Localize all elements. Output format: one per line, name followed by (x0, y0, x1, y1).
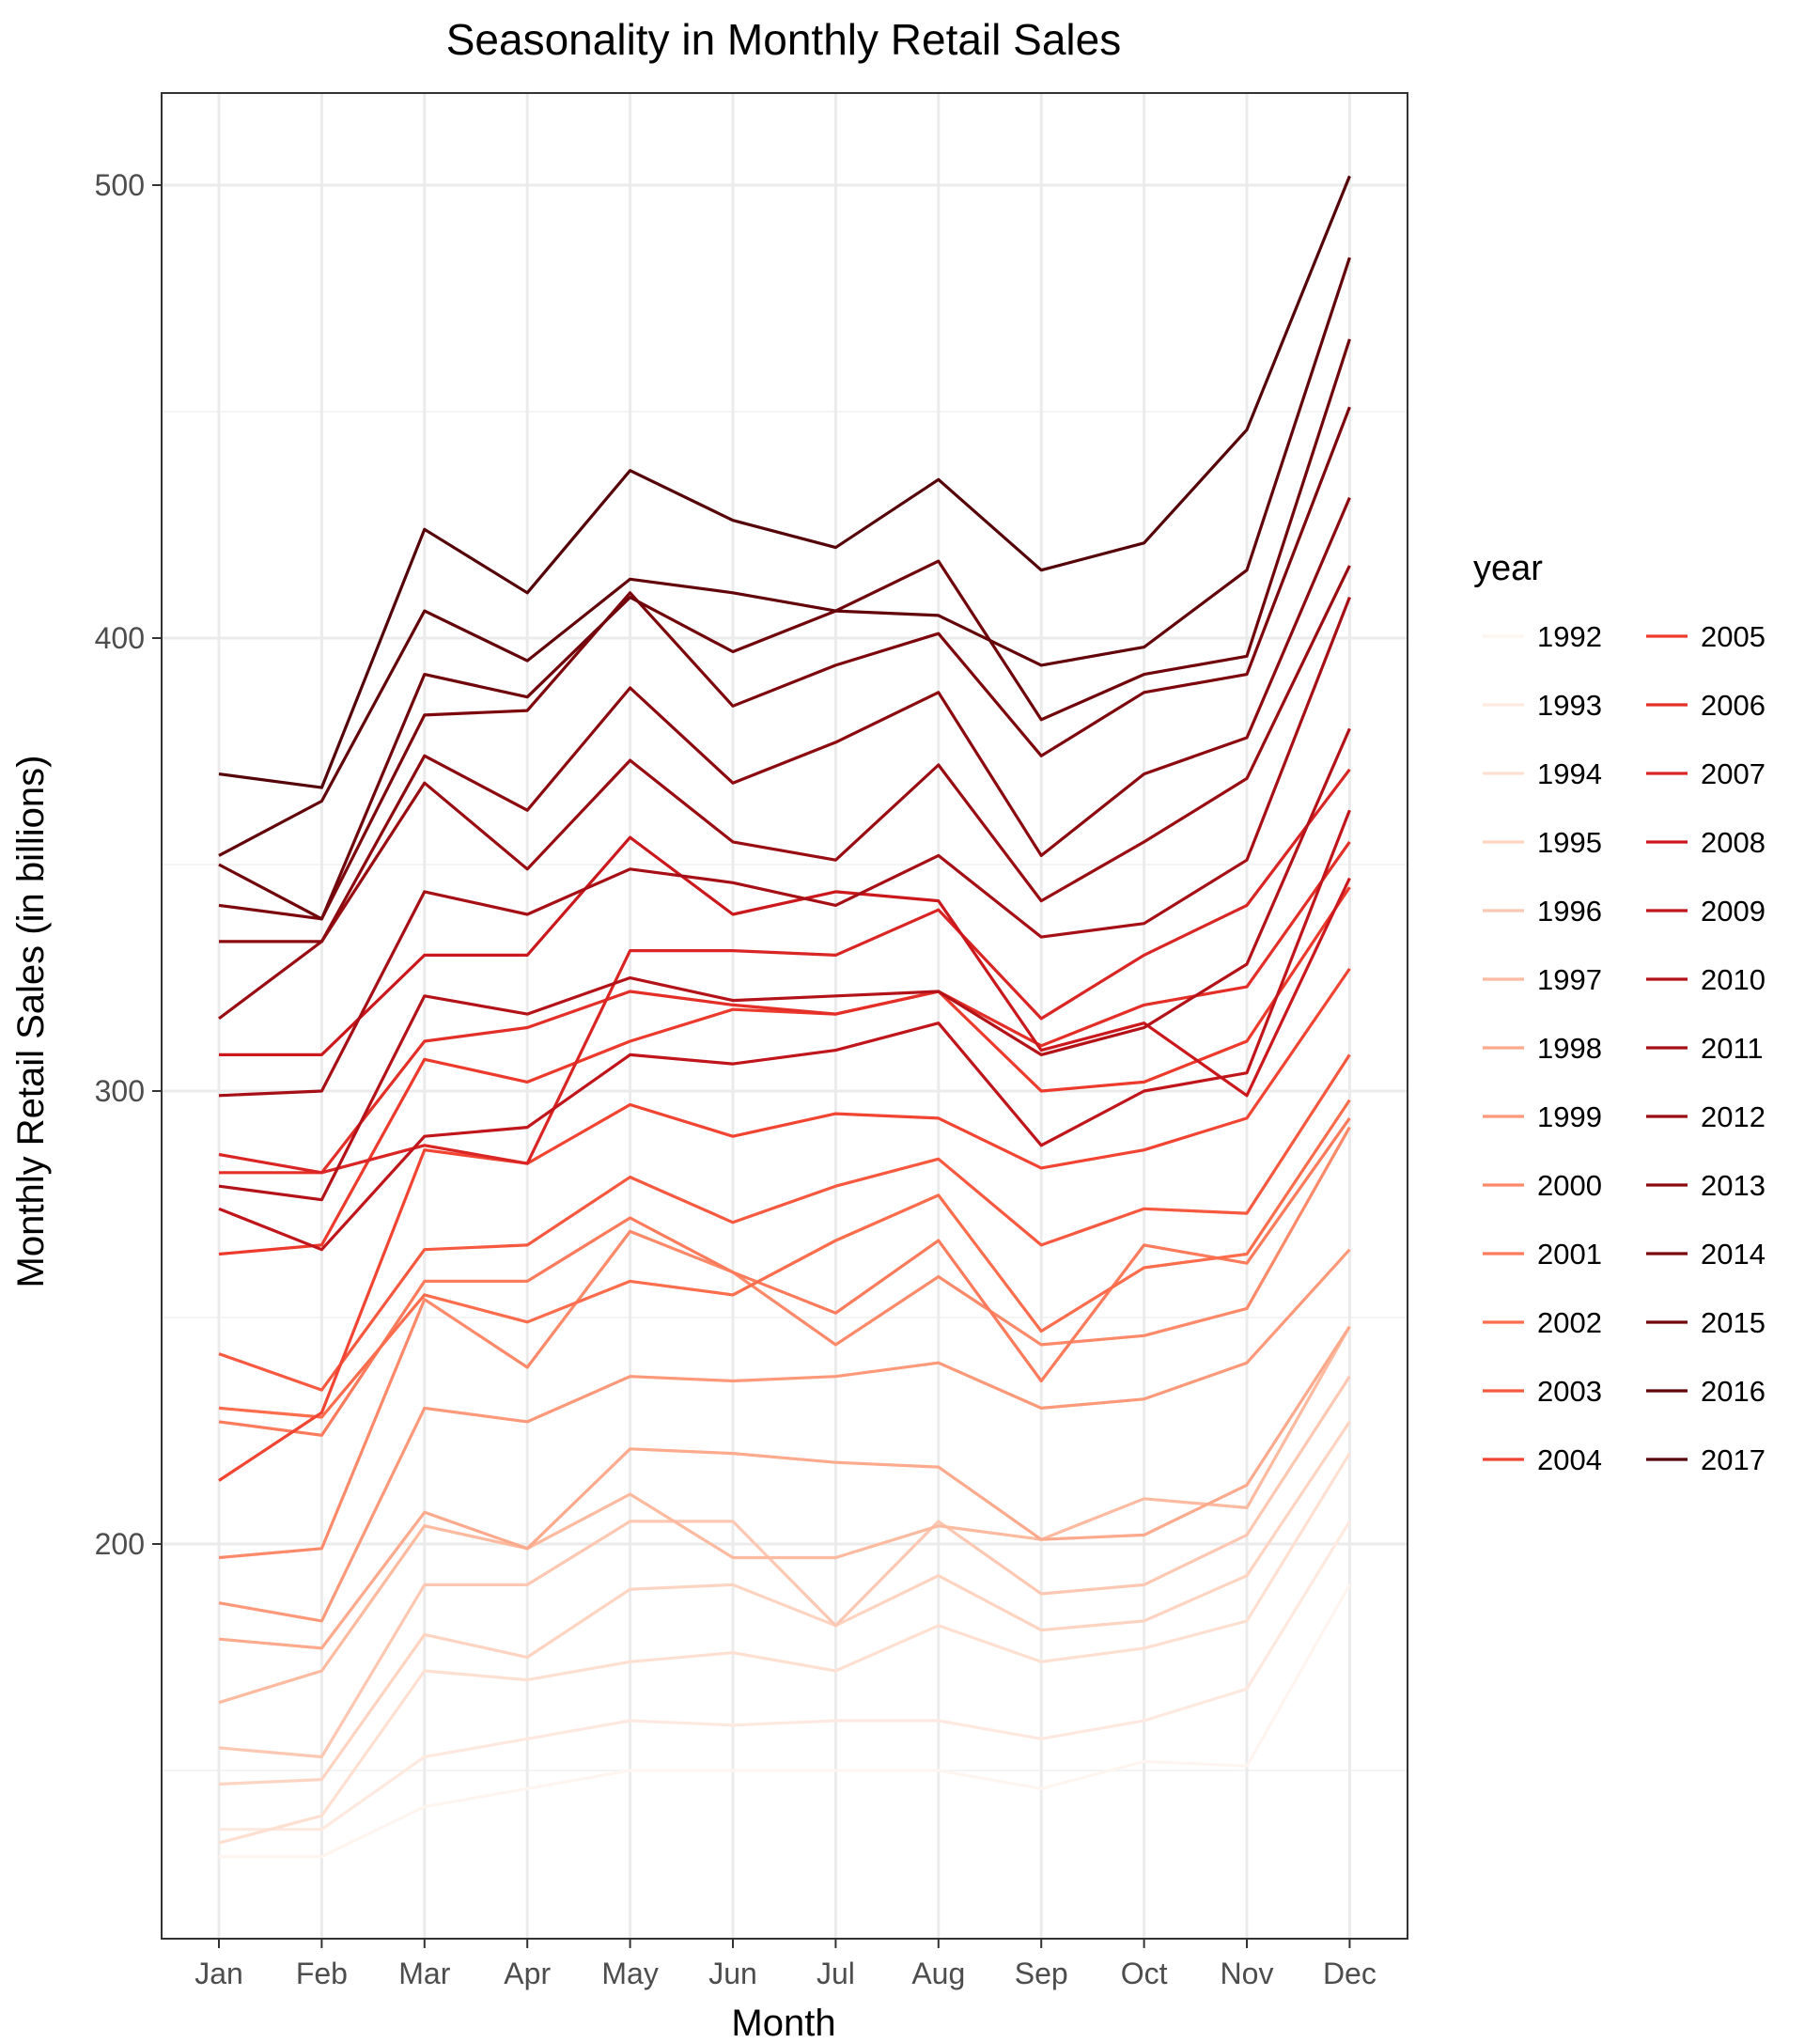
x-tick-label: Feb (296, 1957, 348, 1990)
legend-label-2009: 2009 (1701, 895, 1766, 928)
legend-label-2001: 2001 (1537, 1238, 1602, 1271)
panel-background (162, 93, 1408, 1939)
series-line-2009 (218, 809, 1351, 1252)
legend-label-1997: 1997 (1537, 963, 1602, 996)
legend-label-2015: 2015 (1701, 1306, 1766, 1339)
legend-label-2010: 2010 (1701, 963, 1766, 996)
x-tick-label: Mar (398, 1957, 450, 1990)
x-tick-label: Dec (1323, 1957, 1377, 1990)
legend-label-1993: 1993 (1537, 689, 1602, 722)
series-line-2016 (218, 257, 1351, 857)
x-tick-label: Jul (817, 1957, 855, 1990)
legend-label-1996: 1996 (1537, 895, 1602, 928)
legend-label-2017: 2017 (1701, 1443, 1766, 1476)
x-tick-label: May (601, 1957, 658, 1990)
series-line-2015 (218, 338, 1351, 921)
x-tick-label: Jun (708, 1957, 757, 1990)
y-tick-label: 400 (95, 621, 145, 655)
series-line-1992 (219, 1583, 1351, 1859)
legend-label-1998: 1998 (1537, 1032, 1602, 1065)
legend-label-2011: 2011 (1701, 1032, 1764, 1065)
legend-label-1999: 1999 (1537, 1100, 1602, 1133)
series-line-2012 (218, 565, 1351, 1021)
series-line-1999 (218, 1248, 1351, 1623)
legend-title: year (1473, 549, 1543, 588)
series-line-2010 (218, 727, 1351, 1202)
legend: year 1992 1993 1994 1995 1996 1997 1998 1999 200… (1473, 549, 1766, 1476)
panel-border (161, 92, 1408, 1940)
series-line-2003 (218, 1053, 1351, 1392)
x-tick-label: Aug (911, 1957, 965, 1990)
series-line-2007 (218, 768, 1351, 1175)
series-line-2011 (218, 597, 1351, 1098)
series-line-2002 (218, 1099, 1351, 1419)
series-line-1997 (218, 1325, 1351, 1705)
legend-label-1992: 1992 (1537, 620, 1602, 653)
series-line-1998 (218, 1325, 1351, 1650)
x-tick-label: Sep (1015, 1957, 1068, 1990)
y-tick-label: 500 (95, 168, 145, 202)
legend-label-2013: 2013 (1701, 1169, 1766, 1202)
legend-label-1994: 1994 (1537, 757, 1602, 790)
y-tick-label: 300 (95, 1074, 145, 1108)
legend-label-2000: 2000 (1537, 1169, 1602, 1202)
series-line-2008 (219, 835, 1351, 1098)
chart-title: Seasonality in Monthly Retail Sales (446, 15, 1121, 64)
y-axis-title: Monthly Retail Sales (in billions) (10, 756, 52, 1288)
series-line-1996 (218, 1375, 1351, 1759)
series-line-1994 (218, 1452, 1351, 1845)
plot-panel: 200 300 400 500 Jan Feb Mar Apr May Jun Jul Aug Sep O… (95, 92, 1408, 1990)
legend-label-2007: 2007 (1701, 757, 1766, 790)
series-line-2006 (219, 840, 1351, 1175)
series-line-2013 (219, 496, 1351, 944)
legend-label-2004: 2004 (1537, 1443, 1602, 1476)
series-line-2005 (218, 886, 1351, 1256)
legend-label-2008: 2008 (1701, 826, 1766, 859)
legend-label-2002: 2002 (1537, 1306, 1602, 1339)
x-tick-label: Apr (504, 1957, 551, 1990)
series-line-1995 (218, 1421, 1351, 1786)
x-axis-title: Month (731, 2003, 835, 2043)
legend-label-1995: 1995 (1537, 826, 1602, 859)
x-tick-label: Oct (1121, 1957, 1168, 1990)
legend-label-2005: 2005 (1701, 620, 1766, 653)
x-tick-label: Nov (1221, 1957, 1274, 1990)
legend-label-2006: 2006 (1701, 689, 1766, 722)
series-line-2000 (218, 1126, 1351, 1560)
series-line-2014 (218, 406, 1351, 921)
series-line-1993 (219, 1521, 1351, 1832)
legend-label-2003: 2003 (1537, 1375, 1602, 1408)
legend-label-2014: 2014 (1701, 1238, 1766, 1271)
series-line-2004 (218, 967, 1351, 1482)
series-line-2017 (218, 175, 1351, 789)
x-tick-label: Jan (194, 1957, 243, 1990)
legend-label-2012: 2012 (1701, 1100, 1766, 1133)
legend-label-2016: 2016 (1701, 1375, 1766, 1408)
y-tick-label: 200 (95, 1527, 145, 1561)
series-line-2001 (218, 1116, 1351, 1437)
